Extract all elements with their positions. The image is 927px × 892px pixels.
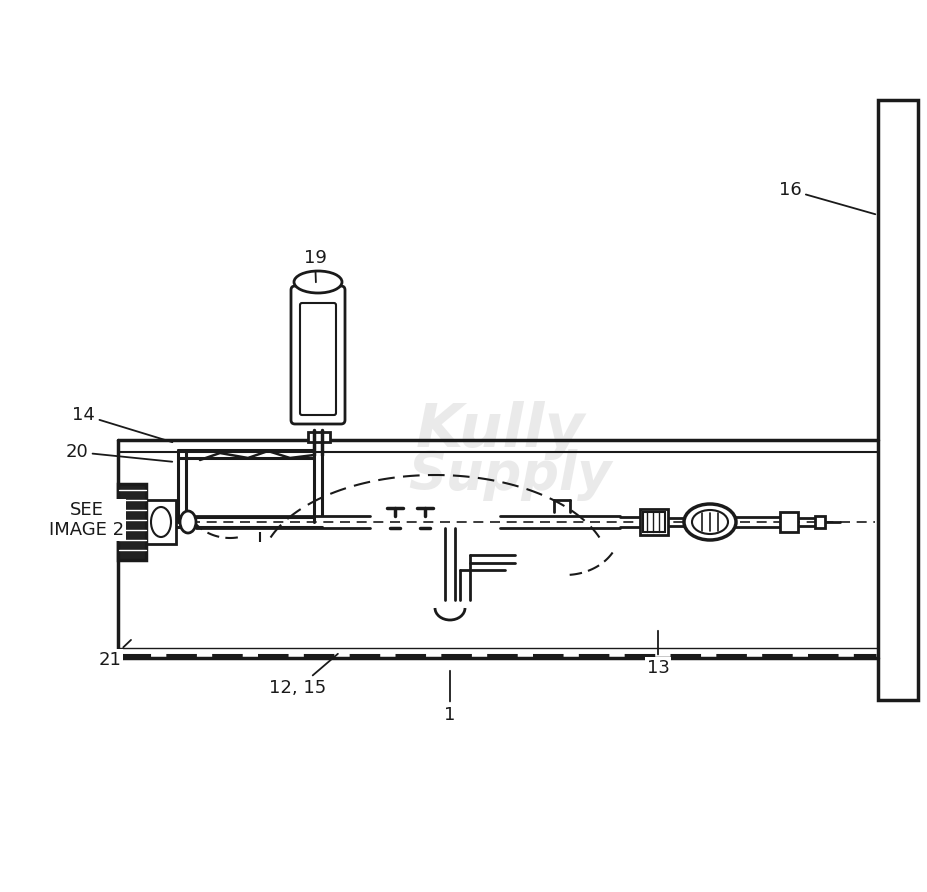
Bar bbox=[308, 432, 330, 442]
Ellipse shape bbox=[294, 271, 342, 293]
Bar bbox=[877, 100, 917, 700]
Text: 19: 19 bbox=[303, 249, 326, 282]
Text: 14: 14 bbox=[72, 406, 172, 442]
Ellipse shape bbox=[692, 510, 727, 534]
FancyBboxPatch shape bbox=[299, 303, 336, 415]
FancyBboxPatch shape bbox=[301, 304, 334, 411]
Text: 20: 20 bbox=[65, 443, 172, 462]
Text: 13: 13 bbox=[646, 631, 668, 677]
Text: 12, 15: 12, 15 bbox=[269, 654, 337, 697]
Bar bbox=[814, 516, 824, 528]
Bar bbox=[640, 509, 667, 535]
Text: Kully: Kully bbox=[415, 401, 584, 459]
FancyBboxPatch shape bbox=[291, 286, 345, 424]
Text: 21: 21 bbox=[98, 640, 131, 669]
Text: SEE
IMAGE 2: SEE IMAGE 2 bbox=[49, 500, 124, 540]
Text: 16: 16 bbox=[778, 181, 874, 214]
Ellipse shape bbox=[180, 511, 196, 533]
Bar bbox=[146, 500, 176, 544]
Bar bbox=[118, 484, 146, 560]
Ellipse shape bbox=[303, 335, 311, 375]
Ellipse shape bbox=[683, 504, 735, 540]
Text: Supply: Supply bbox=[408, 449, 611, 501]
Text: 1: 1 bbox=[444, 671, 455, 724]
Bar bbox=[780, 512, 797, 532]
Bar bbox=[642, 512, 665, 532]
Ellipse shape bbox=[151, 507, 171, 537]
